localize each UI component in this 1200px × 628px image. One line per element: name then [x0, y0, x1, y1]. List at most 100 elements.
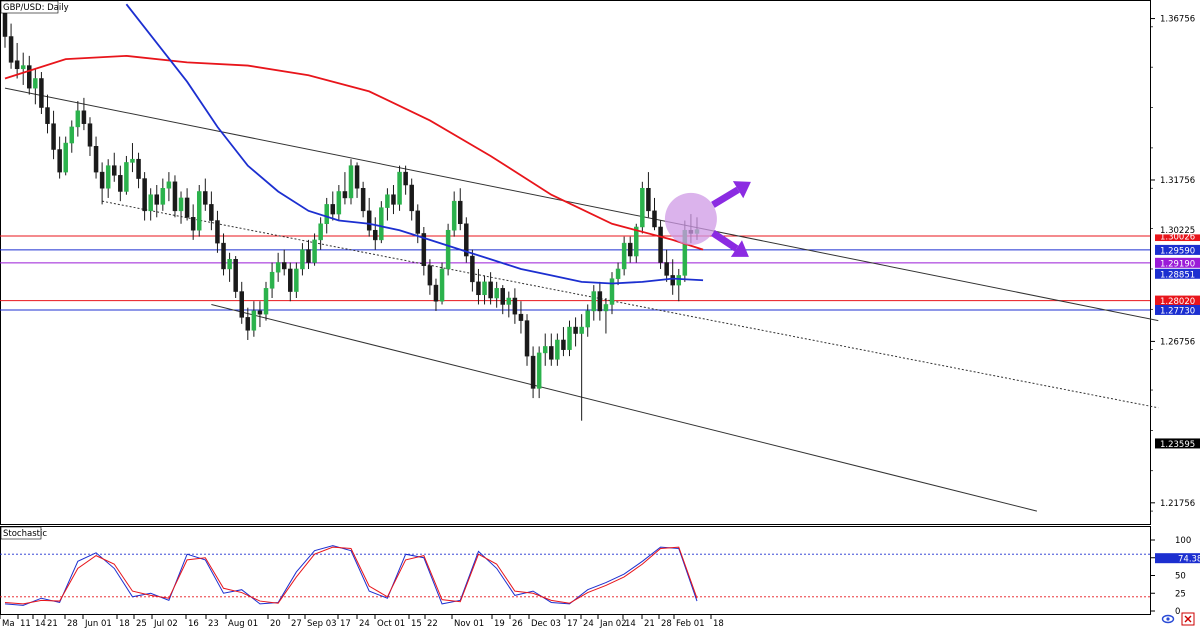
candle-body: [27, 65, 32, 89]
candle-body: [518, 313, 524, 321]
candle: [627, 236, 633, 263]
candle: [112, 152, 117, 182]
candle-body: [306, 249, 311, 263]
candle-body: [609, 278, 615, 305]
stoch-y-tick-label: 50: [1175, 572, 1186, 582]
candle-body: [421, 233, 427, 266]
candle-body: [312, 239, 317, 263]
candle-body: [391, 194, 396, 205]
candle-body: [160, 187, 166, 205]
x-tick-label: 25: [136, 619, 147, 628]
candle-body: [196, 191, 202, 231]
candle: [421, 226, 427, 276]
level-tag-0: [1155, 231, 1200, 242]
candle: [288, 262, 293, 302]
x-tick-label: 23: [208, 619, 219, 628]
x-tick-label: Jan 02: [599, 619, 627, 628]
candle-body: [14, 60, 20, 70]
candle: [585, 304, 590, 337]
candle-body: [233, 259, 238, 292]
candle-body: [397, 171, 402, 205]
candle: [561, 327, 566, 357]
price-tag-0: [1155, 224, 1200, 235]
candle: [87, 117, 93, 156]
candle: [136, 152, 141, 189]
candle: [27, 55, 32, 95]
candle: [233, 256, 238, 299]
candle-body: [336, 191, 342, 215]
x-tick-label: 11: [20, 619, 31, 628]
candle: [209, 191, 214, 231]
candle-body: [245, 317, 251, 331]
candle-body: [221, 242, 226, 270]
candle-body: [33, 78, 38, 89]
candle-body: [263, 288, 269, 315]
candle: [542, 333, 548, 366]
level-tag-3: [1155, 295, 1200, 306]
candle-body: [269, 271, 275, 289]
y-tick-label: 1.31756: [1160, 176, 1195, 186]
chart-title: GBP/USD: Daily: [3, 3, 69, 13]
x-tick-label: 28: [661, 619, 672, 628]
candle: [300, 243, 305, 276]
candle-body: [288, 268, 293, 292]
level-tag-1: [1155, 244, 1200, 255]
x-tick-label: 14: [625, 619, 636, 628]
candle-body: [512, 297, 518, 315]
price-tag-2: [1155, 438, 1200, 449]
x-tick-label: 18: [119, 619, 130, 628]
stoch-y-tick-label: 0: [1175, 607, 1180, 617]
candle: [142, 172, 147, 221]
x-tick-label: 16: [188, 619, 199, 628]
candle-body: [524, 320, 530, 357]
stoch-y-tick-label: 100: [1175, 536, 1191, 546]
candle: [530, 346, 536, 399]
candle-body: [676, 275, 682, 286]
candle: [118, 165, 123, 202]
candle-body: [621, 242, 627, 270]
candle-body: [203, 191, 208, 205]
candle: [318, 217, 323, 250]
price-tag-label: 1.28851: [1160, 270, 1195, 280]
candle: [427, 259, 433, 295]
candle-body: [99, 171, 105, 189]
candle-body: [105, 165, 111, 189]
candle: [409, 178, 414, 221]
candle: [342, 172, 348, 205]
candle: [591, 285, 597, 321]
candle-body: [257, 310, 263, 315]
candle-body: [172, 181, 178, 212]
stoch-line-1: [4, 546, 698, 605]
candle: [366, 197, 372, 237]
candle: [482, 275, 487, 305]
candle-body: [470, 255, 475, 283]
x-tick-label: 21: [47, 619, 58, 628]
candle-body: [294, 268, 299, 292]
candle-body: [63, 142, 68, 173]
candle: [63, 136, 68, 176]
candle-body: [8, 36, 14, 63]
candle-body: [445, 229, 451, 270]
candle: [257, 301, 263, 328]
candle: [445, 223, 451, 276]
x-tick-label: 14: [35, 619, 46, 628]
candle-body: [433, 284, 439, 302]
candle: [33, 68, 38, 105]
candle: [536, 346, 542, 399]
x-tick-label: Ma: [2, 619, 15, 628]
candle: [464, 217, 469, 263]
candle: [524, 314, 530, 366]
candle: [239, 281, 244, 324]
x-tick-label: 27: [291, 619, 302, 628]
candle: [609, 272, 615, 315]
candle: [615, 262, 621, 286]
candle-body: [166, 181, 172, 189]
candle: [57, 136, 62, 179]
candle: [124, 155, 129, 195]
candle: [251, 301, 257, 337]
candle-body: [318, 223, 323, 241]
candle: [397, 165, 402, 211]
eye-link-icon[interactable]: [1161, 612, 1195, 626]
candle: [652, 197, 657, 231]
arrow-down-right-shaft: [710, 230, 739, 252]
